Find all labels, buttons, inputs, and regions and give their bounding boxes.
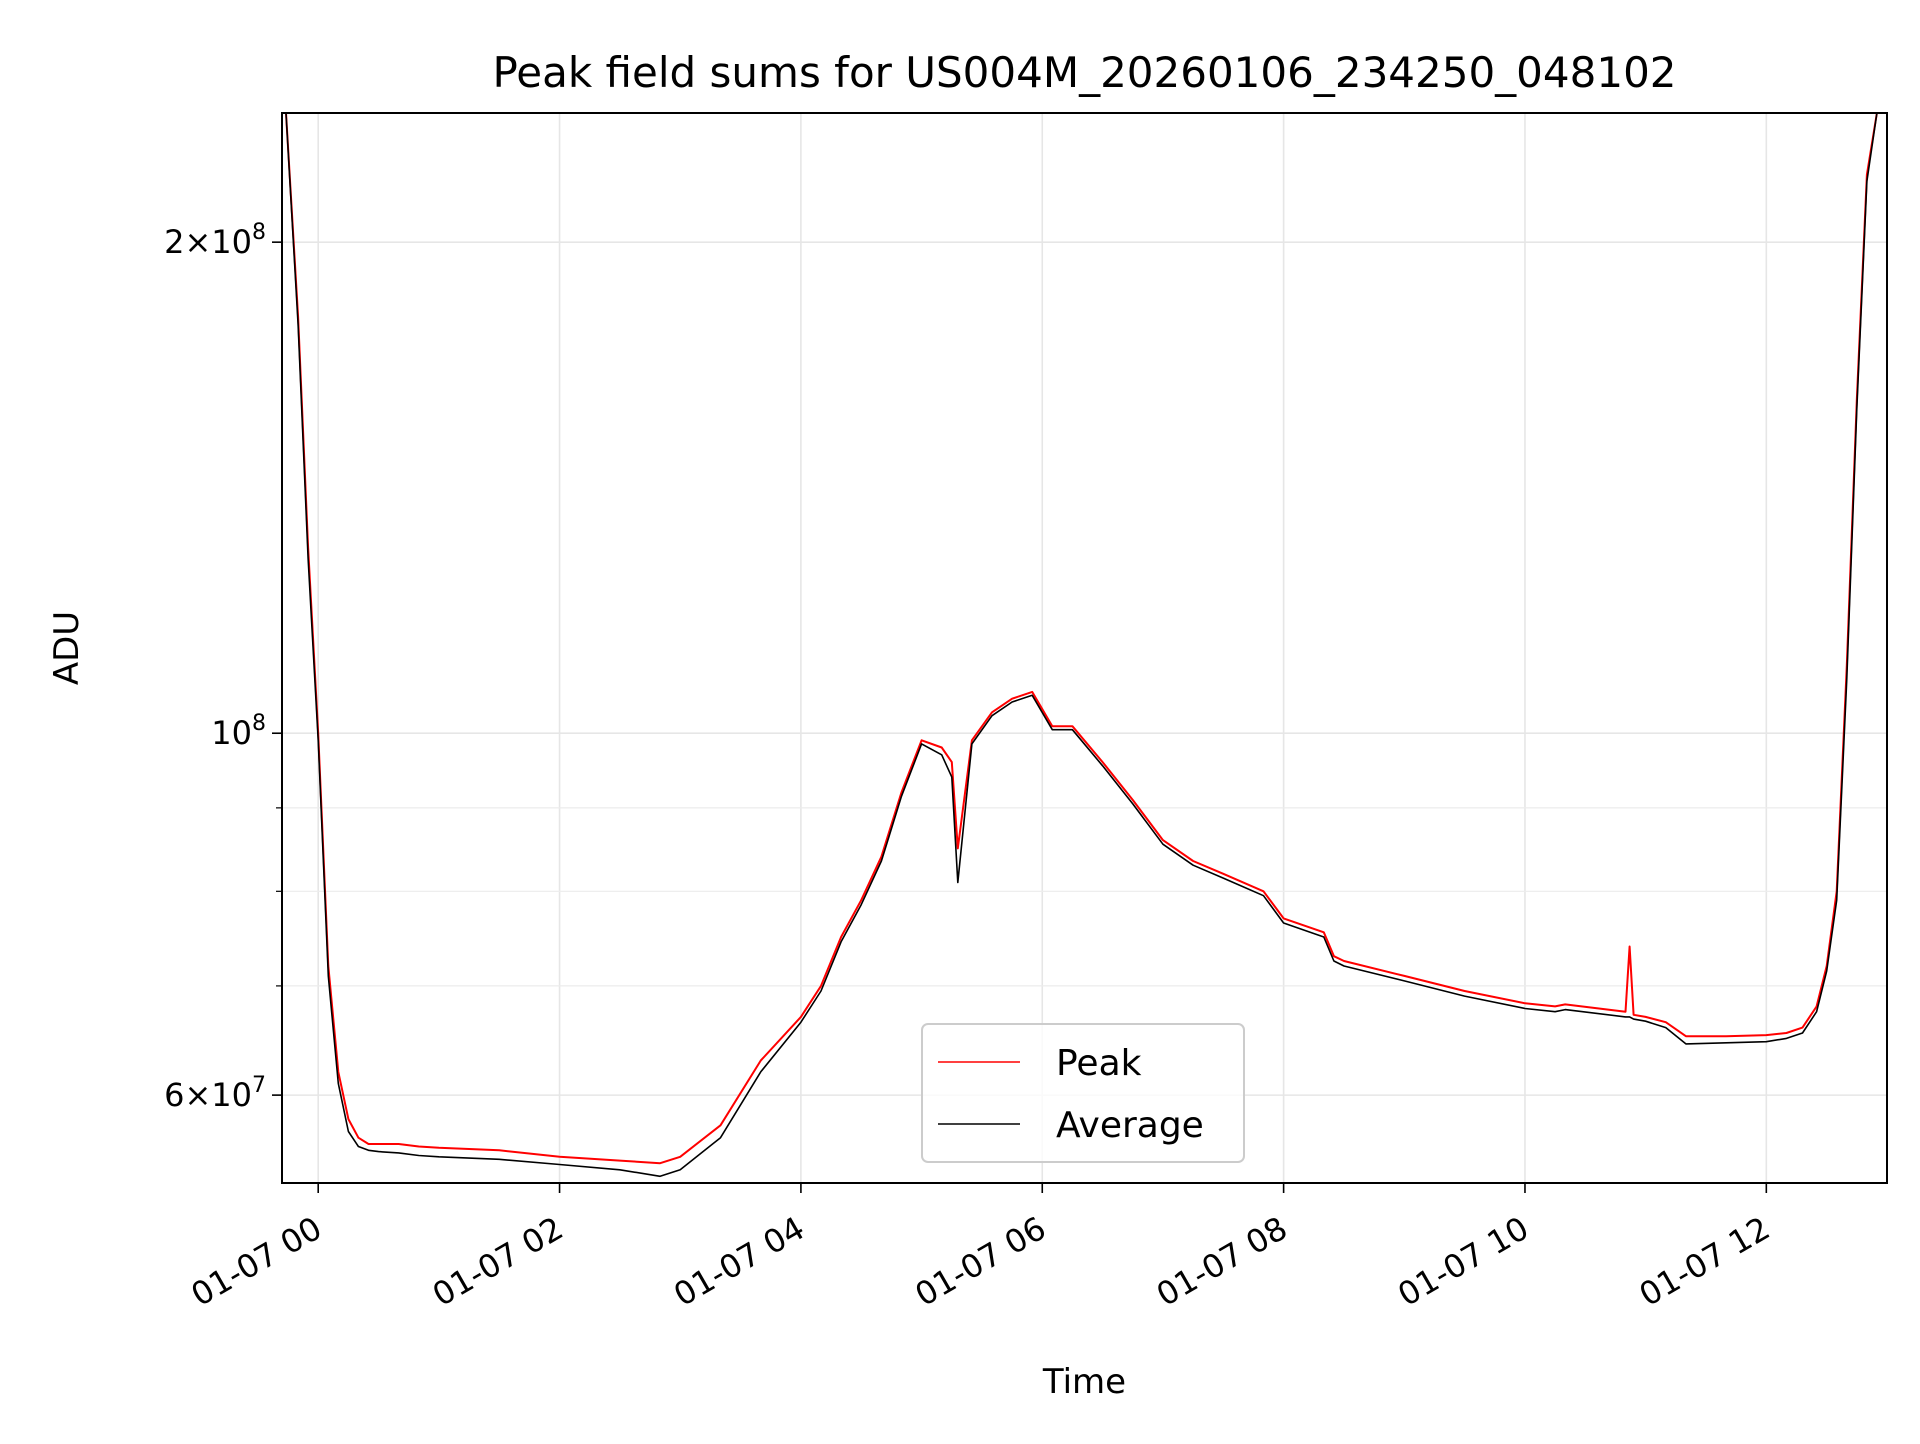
y-tick-label: 108 bbox=[211, 711, 266, 752]
chart-title: Peak field sums for US004M_20260106_2342… bbox=[492, 48, 1676, 97]
y-axis-ticks: 6×107 108 2×108 bbox=[164, 220, 282, 1114]
plot-frame bbox=[281, 112, 1888, 1184]
y-tick-label: 2×108 bbox=[164, 220, 266, 261]
legend-label-average: Average bbox=[1056, 1105, 1204, 1146]
y-tick-label: 6×107 bbox=[164, 1073, 266, 1114]
legend-box bbox=[921, 1023, 1245, 1163]
x-axis-label: Time bbox=[1042, 1362, 1126, 1402]
legend: Peak Average bbox=[921, 1023, 1245, 1163]
grid-lines bbox=[282, 113, 1887, 1183]
series-line-peak bbox=[285, 113, 1878, 1165]
series-line-average bbox=[285, 113, 1878, 1178]
legend-label-peak: Peak bbox=[1056, 1043, 1142, 1084]
series-lines bbox=[285, 113, 1878, 1178]
y-axis-label: ADU bbox=[47, 611, 87, 685]
